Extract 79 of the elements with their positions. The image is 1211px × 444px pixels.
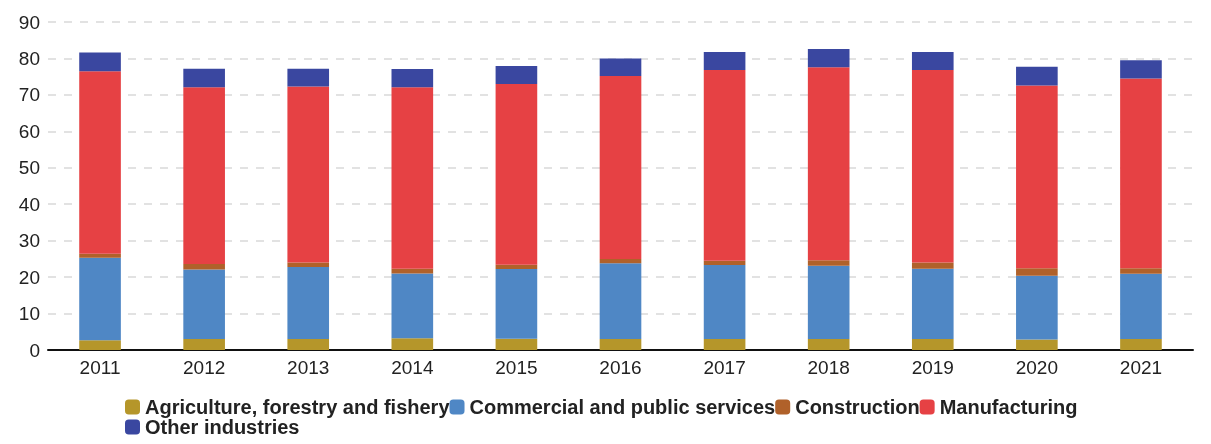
bar — [599, 75, 642, 259]
bar — [79, 340, 121, 350]
bar — [183, 339, 225, 350]
x-tick-label: 2018 — [807, 357, 850, 378]
y-tick-label: 10 — [18, 303, 40, 325]
bar — [391, 273, 434, 339]
bar — [79, 253, 121, 258]
bar — [495, 338, 538, 350]
y-tick-label: 70 — [18, 84, 40, 106]
bar — [911, 70, 954, 263]
bar — [391, 87, 434, 269]
bar — [807, 260, 850, 266]
bar — [911, 51, 954, 71]
bar — [1120, 339, 1162, 350]
bar — [1016, 66, 1058, 86]
bar — [1120, 78, 1162, 269]
y-tick-label: 80 — [18, 47, 40, 69]
legend-label: Manufacturing — [939, 396, 1078, 418]
legend-label: Commercial and public services — [469, 396, 776, 418]
bar — [1120, 60, 1162, 79]
bar — [703, 70, 746, 261]
x-tick-label: 2019 — [911, 357, 954, 378]
bar — [1016, 339, 1058, 350]
x-tick-label: 2021 — [1119, 357, 1163, 378]
bar — [391, 69, 434, 88]
x-tick-label: 2015 — [495, 357, 538, 378]
bar — [807, 265, 850, 340]
bar — [807, 339, 850, 350]
bar — [1016, 275, 1058, 340]
legend-label: Agriculture, forestry and fishery — [145, 396, 451, 418]
bar — [1120, 273, 1162, 340]
bar — [703, 260, 746, 266]
bar — [391, 338, 434, 350]
x-tick-label: 2016 — [599, 357, 642, 378]
x-tick-label: 2014 — [391, 357, 434, 378]
bar — [495, 269, 538, 339]
bar — [1016, 268, 1058, 276]
bar — [807, 67, 850, 261]
bar — [287, 266, 330, 340]
bar — [287, 262, 330, 267]
bar — [183, 68, 225, 88]
y-tick-label: 40 — [18, 193, 40, 215]
bar — [1120, 268, 1162, 274]
x-tick-label: 2012 — [183, 357, 226, 378]
bar — [495, 264, 538, 270]
bar — [495, 83, 538, 265]
bar — [287, 339, 330, 350]
bar — [79, 52, 121, 72]
bar — [703, 51, 746, 71]
bar — [287, 68, 330, 87]
bar — [703, 339, 746, 350]
x-tick-label: 2020 — [1015, 357, 1058, 378]
bar — [911, 262, 954, 269]
bar — [911, 339, 954, 350]
bar — [807, 48, 850, 68]
bar — [911, 268, 954, 340]
y-tick-label: 90 — [18, 11, 40, 33]
x-tick-label: 2011 — [79, 357, 121, 378]
bar — [599, 258, 642, 264]
bar — [79, 257, 121, 341]
x-tick-label: 2013 — [287, 357, 330, 378]
bar — [495, 66, 538, 84]
bar — [287, 86, 330, 263]
bar — [183, 269, 225, 340]
bar — [1016, 85, 1058, 269]
y-tick-label: 30 — [18, 230, 40, 252]
y-tick-label: 20 — [18, 266, 40, 288]
x-tick-label: 2017 — [703, 357, 746, 378]
bar — [599, 58, 642, 76]
bar — [599, 339, 642, 350]
bar — [183, 263, 225, 270]
y-tick-label: 0 — [29, 339, 40, 361]
y-tick-label: 60 — [18, 120, 40, 142]
bar — [703, 265, 746, 340]
bar — [183, 87, 225, 264]
y-tick-label: 50 — [18, 157, 40, 179]
legend-label: Construction — [795, 396, 920, 418]
bar — [599, 263, 642, 340]
bar — [79, 71, 121, 254]
